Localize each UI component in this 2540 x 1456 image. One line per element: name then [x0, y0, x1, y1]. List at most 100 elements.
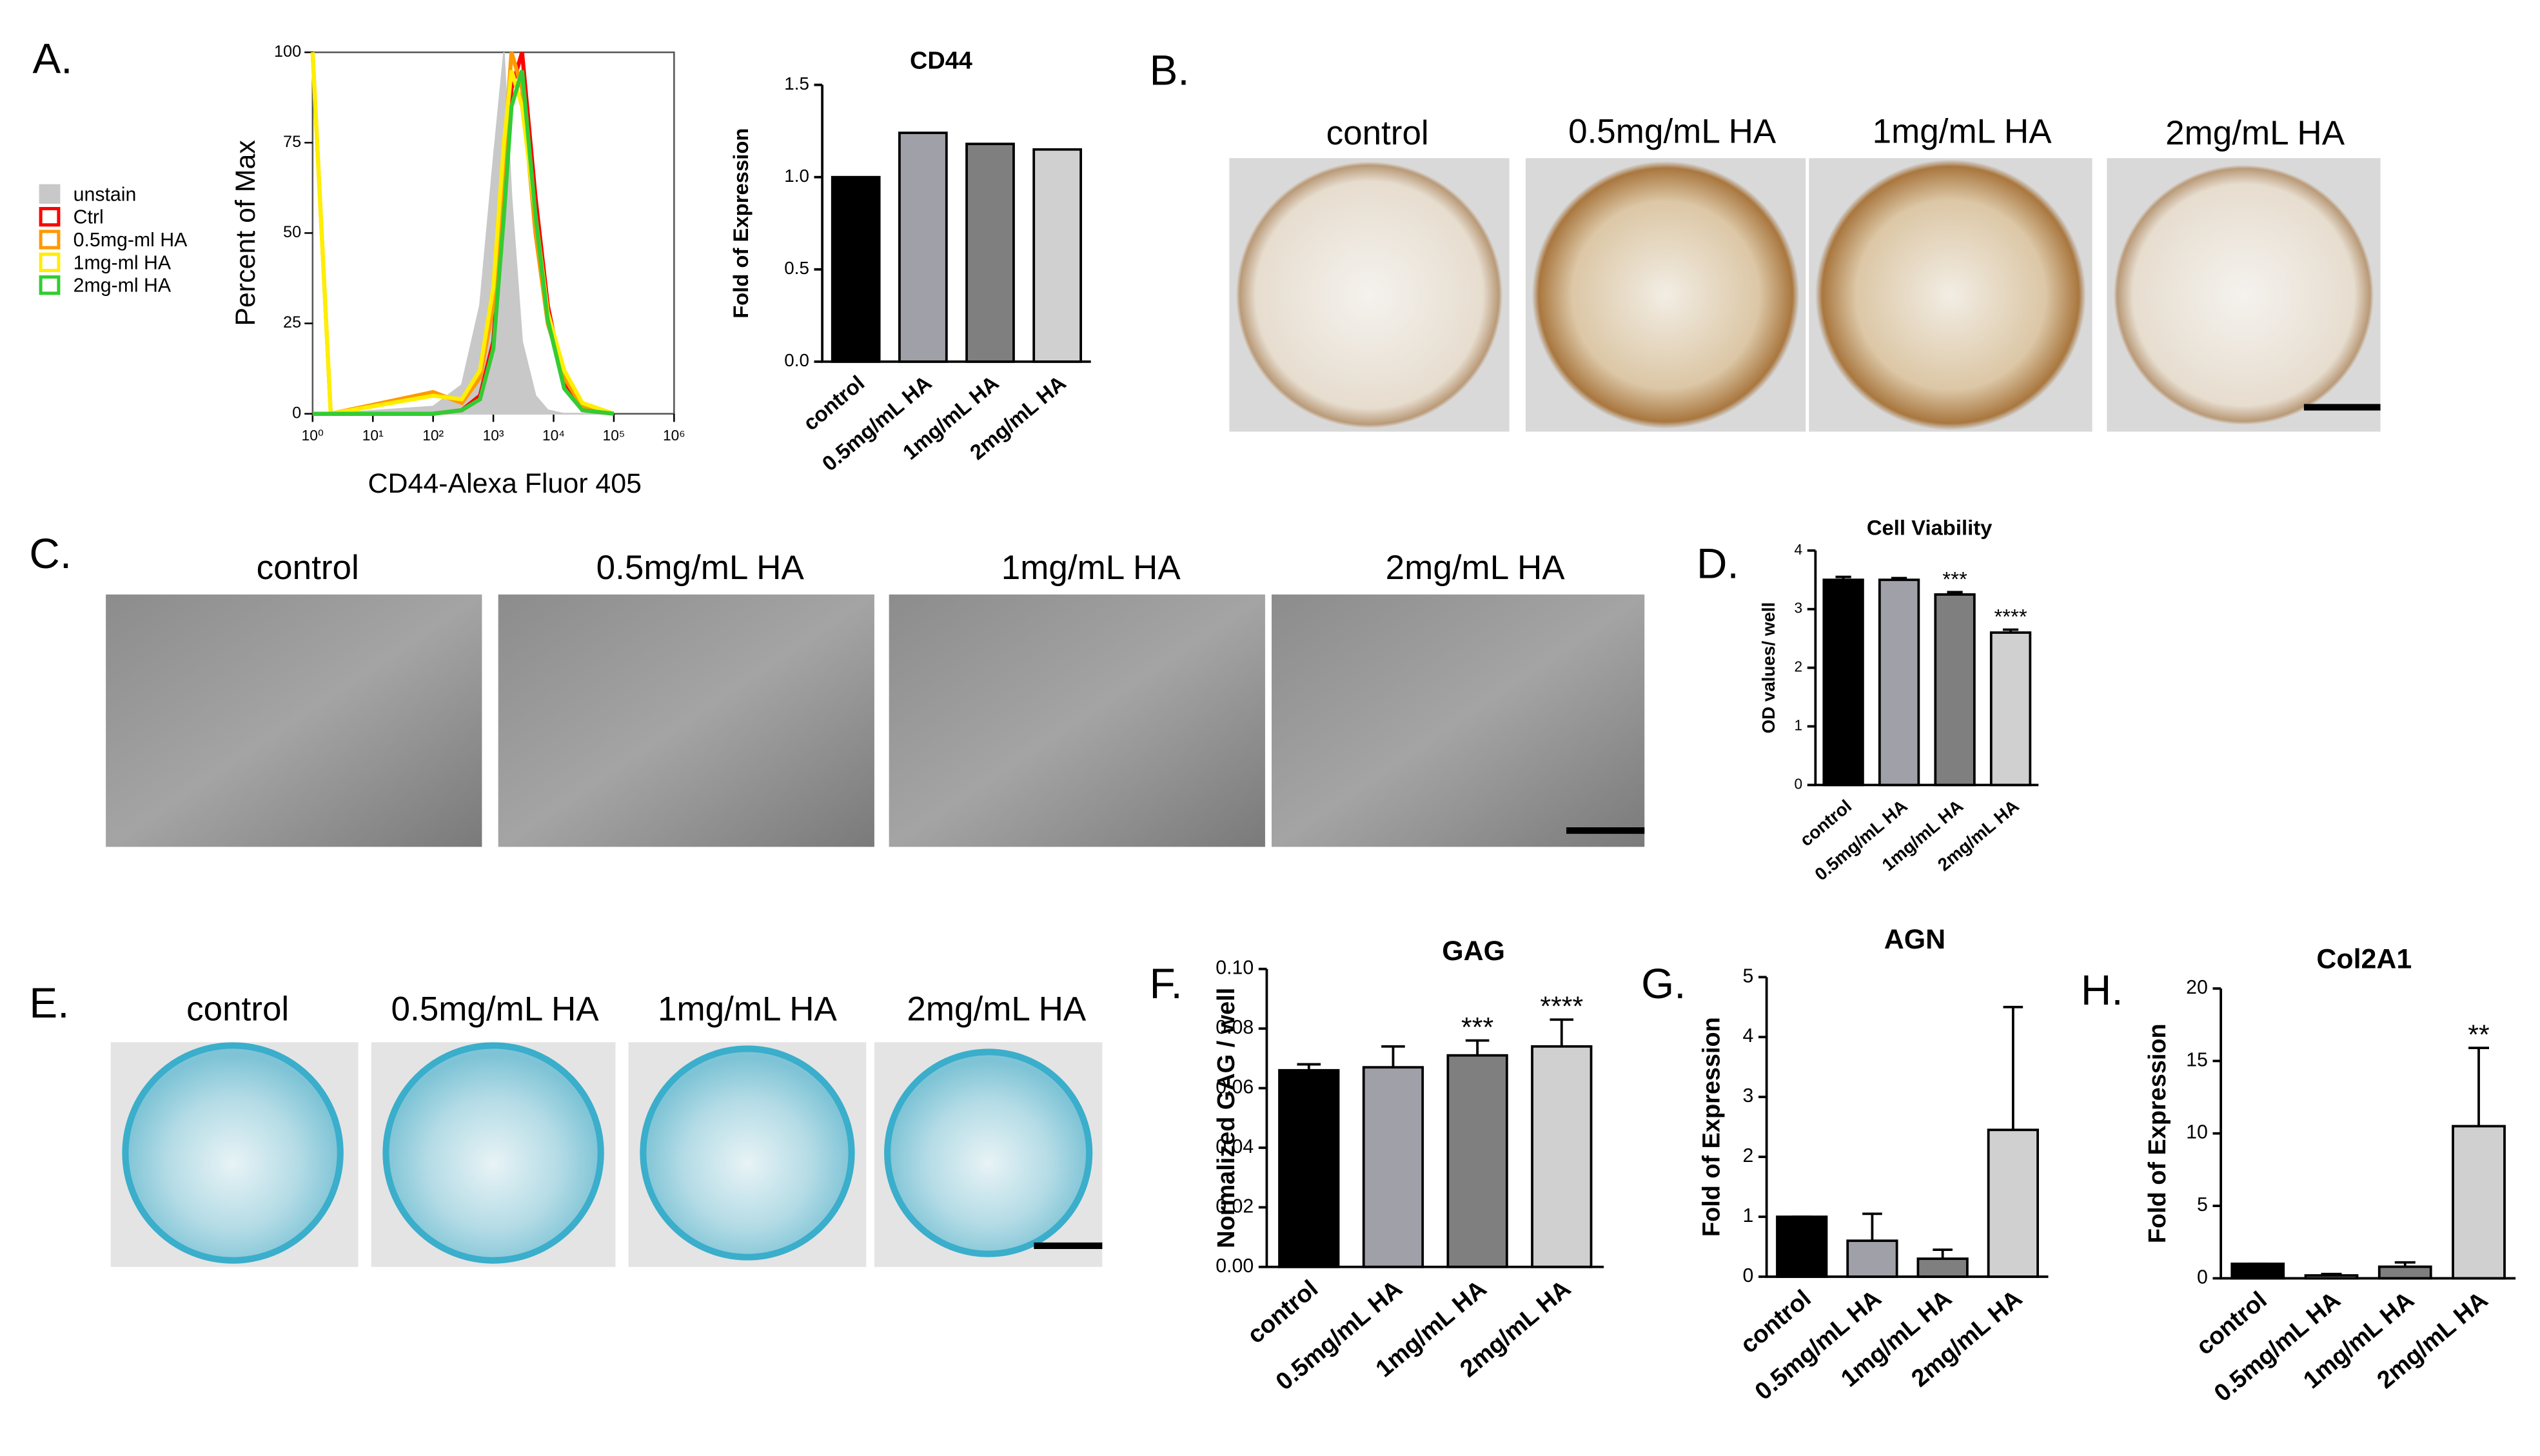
axes [1814, 550, 2039, 787]
significance: **** [1994, 604, 2027, 628]
y-tick-label: 1.0 [784, 166, 809, 186]
panel-letter: C. [29, 530, 72, 577]
bar [1846, 1239, 1898, 1278]
x-tick-label: 10¹ [362, 427, 384, 444]
panel-letter: H. [2081, 967, 2123, 1014]
y-tick-label: 0 [292, 404, 301, 422]
y-tick-label: 5 [1743, 965, 1754, 987]
x-tick-label: 10³ [483, 427, 504, 444]
bar [1989, 631, 2032, 787]
y-axis-label: OD values/ well [1758, 602, 1778, 734]
x-tick-label: 0.5mg/mL HA [1750, 1285, 1887, 1406]
y-tick-label: 4 [1795, 541, 1803, 558]
y-tick-label: 0.10 [1216, 958, 1254, 979]
photo-row-e [110, 1042, 1103, 1267]
y-axis-label: Fold of Expression [2144, 1023, 2171, 1243]
y-axis-label: Fold of Expression [729, 128, 753, 319]
chart-title: GAG [1442, 936, 1505, 967]
y-tick-label: 20 [2186, 977, 2208, 998]
bar [1446, 1054, 1508, 1268]
photo-caption: 0.5mg/mL HA [391, 990, 600, 1028]
photo-caption: control [186, 990, 289, 1028]
significance: *** [1942, 567, 1967, 591]
y-tick-label: 0.08 [1216, 1017, 1254, 1038]
x-tick-label: 10⁵ [603, 427, 625, 444]
chart-title: AGN [1884, 924, 1945, 955]
legend-swatch [39, 184, 61, 204]
x-tick-label: 10⁶ [663, 427, 685, 444]
y-tick-label: 100 [274, 43, 301, 61]
photo-caption: 2mg/mL HA [907, 990, 1087, 1028]
panel-letter: F. [1150, 960, 1183, 1007]
panel-letter: A. [32, 35, 72, 83]
legend-label: 2mg-ml HA [74, 275, 172, 297]
significance: **** [1540, 991, 1583, 1022]
bar [965, 143, 1015, 363]
bar [2378, 1265, 2432, 1280]
photo-caption: 1mg/mL HA [658, 990, 838, 1028]
chart-title: CD44 [910, 47, 972, 74]
y-tick-label: 3 [1743, 1085, 1754, 1107]
y-tick-label: 75 [283, 133, 301, 151]
axes [821, 84, 1091, 363]
legend-swatch [39, 207, 61, 227]
bar [1362, 1066, 1424, 1268]
y-axis-label: Fold of Expression [1698, 1017, 1725, 1237]
axes [2220, 989, 2516, 1280]
x-tick-label: 0.5mg/mL HA [2209, 1286, 2346, 1407]
axes [1765, 977, 2049, 1278]
y-tick-label: 0.00 [1216, 1255, 1254, 1277]
y-tick-label: 0.02 [1216, 1195, 1254, 1217]
significance: ** [2468, 1019, 2490, 1050]
y-tick-label: 3 [1795, 600, 1803, 616]
histogram-line [310, 52, 615, 417]
photo-caption: 0.5mg/mL HA [596, 549, 805, 587]
histogram-line [310, 52, 615, 417]
legend-label: 0.5mg-ml HA [74, 230, 188, 251]
y-tick-label: 0 [2197, 1266, 2208, 1288]
y-tick-label: 10 [2186, 1122, 2208, 1143]
photo-caption: 2mg/mL HA [2165, 114, 2345, 152]
bar [1776, 1215, 1828, 1278]
legend-swatch [39, 252, 61, 272]
x-tick-label: control [1243, 1275, 1323, 1349]
y-tick-label: 50 [283, 223, 301, 241]
bar [2230, 1263, 2285, 1280]
x-tick-label: 10⁰ [302, 427, 324, 444]
y-tick-label: 5 [2197, 1194, 2208, 1215]
legend-label: Ctrl [74, 207, 104, 228]
panel-letter: E. [29, 979, 69, 1027]
y-tick-label: 0.04 [1216, 1136, 1254, 1157]
y-tick-label: 0.0 [784, 350, 809, 370]
legend-label: unstain [74, 184, 137, 205]
bar [831, 175, 881, 363]
bar [1278, 1068, 1340, 1268]
bar [1934, 593, 1976, 787]
histogram-area [312, 52, 614, 415]
histogram-line [312, 70, 615, 416]
photo-caption: 0.5mg/mL HA [1568, 112, 1777, 150]
photo-caption: 1mg/mL HA [1873, 112, 2053, 150]
bar [1531, 1045, 1593, 1268]
histogram-line [312, 52, 615, 416]
bar [2452, 1125, 2506, 1280]
y-axis-label: Percent of Max [230, 140, 261, 326]
legend-label: 1mg-ml HA [74, 252, 172, 273]
significance: *** [1461, 1012, 1493, 1043]
legend-swatch [39, 275, 61, 295]
bar [1987, 1128, 2039, 1278]
y-tick-label: 2 [1743, 1145, 1754, 1166]
axes [1265, 969, 1604, 1268]
photo-caption: control [257, 549, 359, 587]
bar [1822, 578, 1864, 787]
bar [1878, 578, 1920, 787]
y-axis-label: Normalized GAG / well [1213, 988, 1240, 1248]
y-tick-label: 4 [1743, 1025, 1754, 1047]
photo-caption: 2mg/mL HA [1386, 549, 1566, 587]
y-tick-label: 2 [1795, 658, 1803, 675]
panel-letter: B. [1150, 46, 1190, 93]
bar [898, 132, 948, 363]
photo-row-b [1229, 158, 2381, 432]
y-tick-label: 0.06 [1216, 1077, 1254, 1098]
x-tick-label: 10⁴ [542, 427, 565, 444]
